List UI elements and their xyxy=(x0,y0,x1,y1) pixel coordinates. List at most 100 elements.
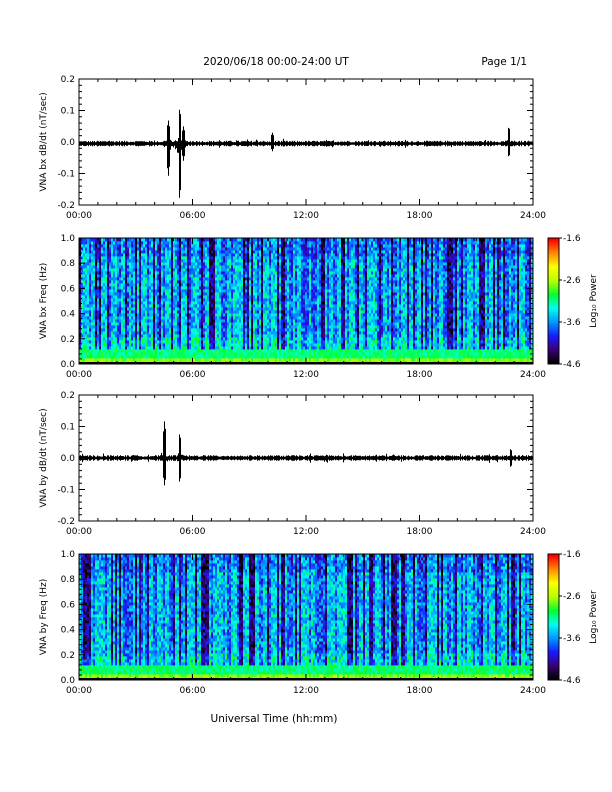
spectrogram-cell xyxy=(209,331,212,335)
spectrogram-cell xyxy=(233,271,236,275)
spectrogram-cell xyxy=(89,277,92,281)
spectrogram-cell xyxy=(99,253,102,257)
spectrogram-cell xyxy=(123,250,126,254)
spectrogram-cell xyxy=(223,316,226,320)
spectrogram-cell xyxy=(221,307,224,311)
spectrogram-cell xyxy=(261,304,264,308)
spectrogram-cell xyxy=(133,322,136,326)
spectrogram-cell xyxy=(199,250,202,254)
spectrogram-cell xyxy=(201,286,204,290)
spectrogram-cell xyxy=(105,358,108,362)
spectrogram-cell xyxy=(219,343,222,347)
spectrogram-cell xyxy=(227,313,230,317)
spectrogram-cell xyxy=(217,241,220,245)
spectrogram-cell xyxy=(163,322,166,326)
spectrogram-cell xyxy=(167,241,170,245)
spectrogram-cell xyxy=(91,331,94,335)
spectrogram-cell xyxy=(137,250,140,254)
spectrogram-cell xyxy=(231,337,234,341)
spectrogram-cell xyxy=(175,295,178,299)
spectrogram-cell xyxy=(95,247,98,251)
spectrogram-cell xyxy=(155,247,158,251)
spectrogram-cell xyxy=(113,310,116,314)
spectrogram-cell xyxy=(137,313,140,317)
spectrogram-cell xyxy=(261,340,264,344)
spectrogram-cell xyxy=(123,322,126,326)
page-number: Page 1/1 xyxy=(481,56,527,68)
spectrogram-cell xyxy=(141,250,144,254)
spectrogram-cell xyxy=(161,325,164,329)
spectrogram-cell xyxy=(179,334,182,338)
spectrogram-cell xyxy=(229,316,232,320)
spectrogram-cell xyxy=(191,277,194,281)
spectrogram-cell xyxy=(127,289,130,293)
spectrogram-cell xyxy=(191,286,194,290)
spectrogram-cell xyxy=(105,337,108,341)
spectrogram-cell xyxy=(217,319,220,323)
spectrogram-cell xyxy=(165,280,168,284)
spectrogram-cell xyxy=(251,265,254,269)
spectrogram-cell xyxy=(125,355,128,359)
spectrogram-cell xyxy=(237,340,240,344)
spectrogram-cell xyxy=(209,256,212,260)
spectrogram-cell xyxy=(115,322,118,326)
spectrogram-cell xyxy=(221,349,224,353)
spectrogram-cell xyxy=(171,295,174,299)
spectrogram-cell xyxy=(219,271,222,275)
spectrogram-cell xyxy=(251,304,254,308)
spectrogram-cell xyxy=(197,244,200,248)
spectrogram-cell xyxy=(219,238,222,242)
spectrogram-cell xyxy=(107,271,110,275)
spectrogram-cell xyxy=(189,319,192,323)
spectrogram-cell xyxy=(129,346,132,350)
spectrogram-cell xyxy=(163,316,166,320)
spectrogram-cell xyxy=(231,271,234,275)
spectrogram-cell xyxy=(241,322,244,326)
spectrogram-cell xyxy=(113,262,116,266)
spectrogram-cell xyxy=(129,331,132,335)
spectrogram-cell xyxy=(163,259,166,263)
spectrogram-cell xyxy=(85,355,88,359)
spectrogram-cell xyxy=(87,298,90,302)
spectrogram-cell xyxy=(153,274,156,278)
spectrogram-cell xyxy=(81,238,84,242)
spectrogram-cell xyxy=(245,283,248,287)
spectrogram-cell xyxy=(157,253,160,257)
spectrogram-cell xyxy=(189,358,192,362)
spectrogram-cell xyxy=(263,337,266,341)
spectrogram-cell xyxy=(169,271,172,275)
spectrogram-cell xyxy=(197,301,200,305)
spectrogram-cell xyxy=(117,274,120,278)
spectrogram-cell xyxy=(155,292,158,296)
spectrogram-cell xyxy=(111,334,114,338)
spectrogram-cell xyxy=(177,259,180,263)
spectrogram-cell xyxy=(181,343,184,347)
spectrogram-cell xyxy=(251,298,254,302)
spectrogram-cell xyxy=(221,292,224,296)
spectrogram-cell xyxy=(171,310,174,314)
spectrogram-cell xyxy=(217,292,220,296)
spectrogram-cell xyxy=(157,301,160,305)
spectrogram-cell xyxy=(263,304,266,308)
spectrogram-cell xyxy=(189,271,192,275)
spectrogram-cell xyxy=(89,325,92,329)
spectrogram-cell xyxy=(151,244,154,248)
spectrogram-cell xyxy=(81,295,84,299)
spectrogram-cell xyxy=(195,238,198,242)
spectrogram-cell xyxy=(145,319,148,323)
spectrogram-cell xyxy=(203,244,206,248)
spectrogram-cell xyxy=(177,325,180,329)
spectrogram-cell xyxy=(113,277,116,281)
spectrogram-cell xyxy=(241,277,244,281)
spectrogram-cell xyxy=(171,262,174,266)
spectrogram-cell xyxy=(263,331,266,335)
spectrogram-cell xyxy=(233,322,236,326)
spectrogram-cell xyxy=(209,277,212,281)
spectrogram-cell xyxy=(87,301,90,305)
spectrogram-cell xyxy=(129,322,132,326)
spectrogram-cell xyxy=(101,346,104,350)
spectrogram-cell xyxy=(115,313,118,317)
spectrogram-cell xyxy=(127,346,130,350)
spectrogram-cell xyxy=(187,337,190,341)
spectrogram-cell xyxy=(129,277,132,281)
